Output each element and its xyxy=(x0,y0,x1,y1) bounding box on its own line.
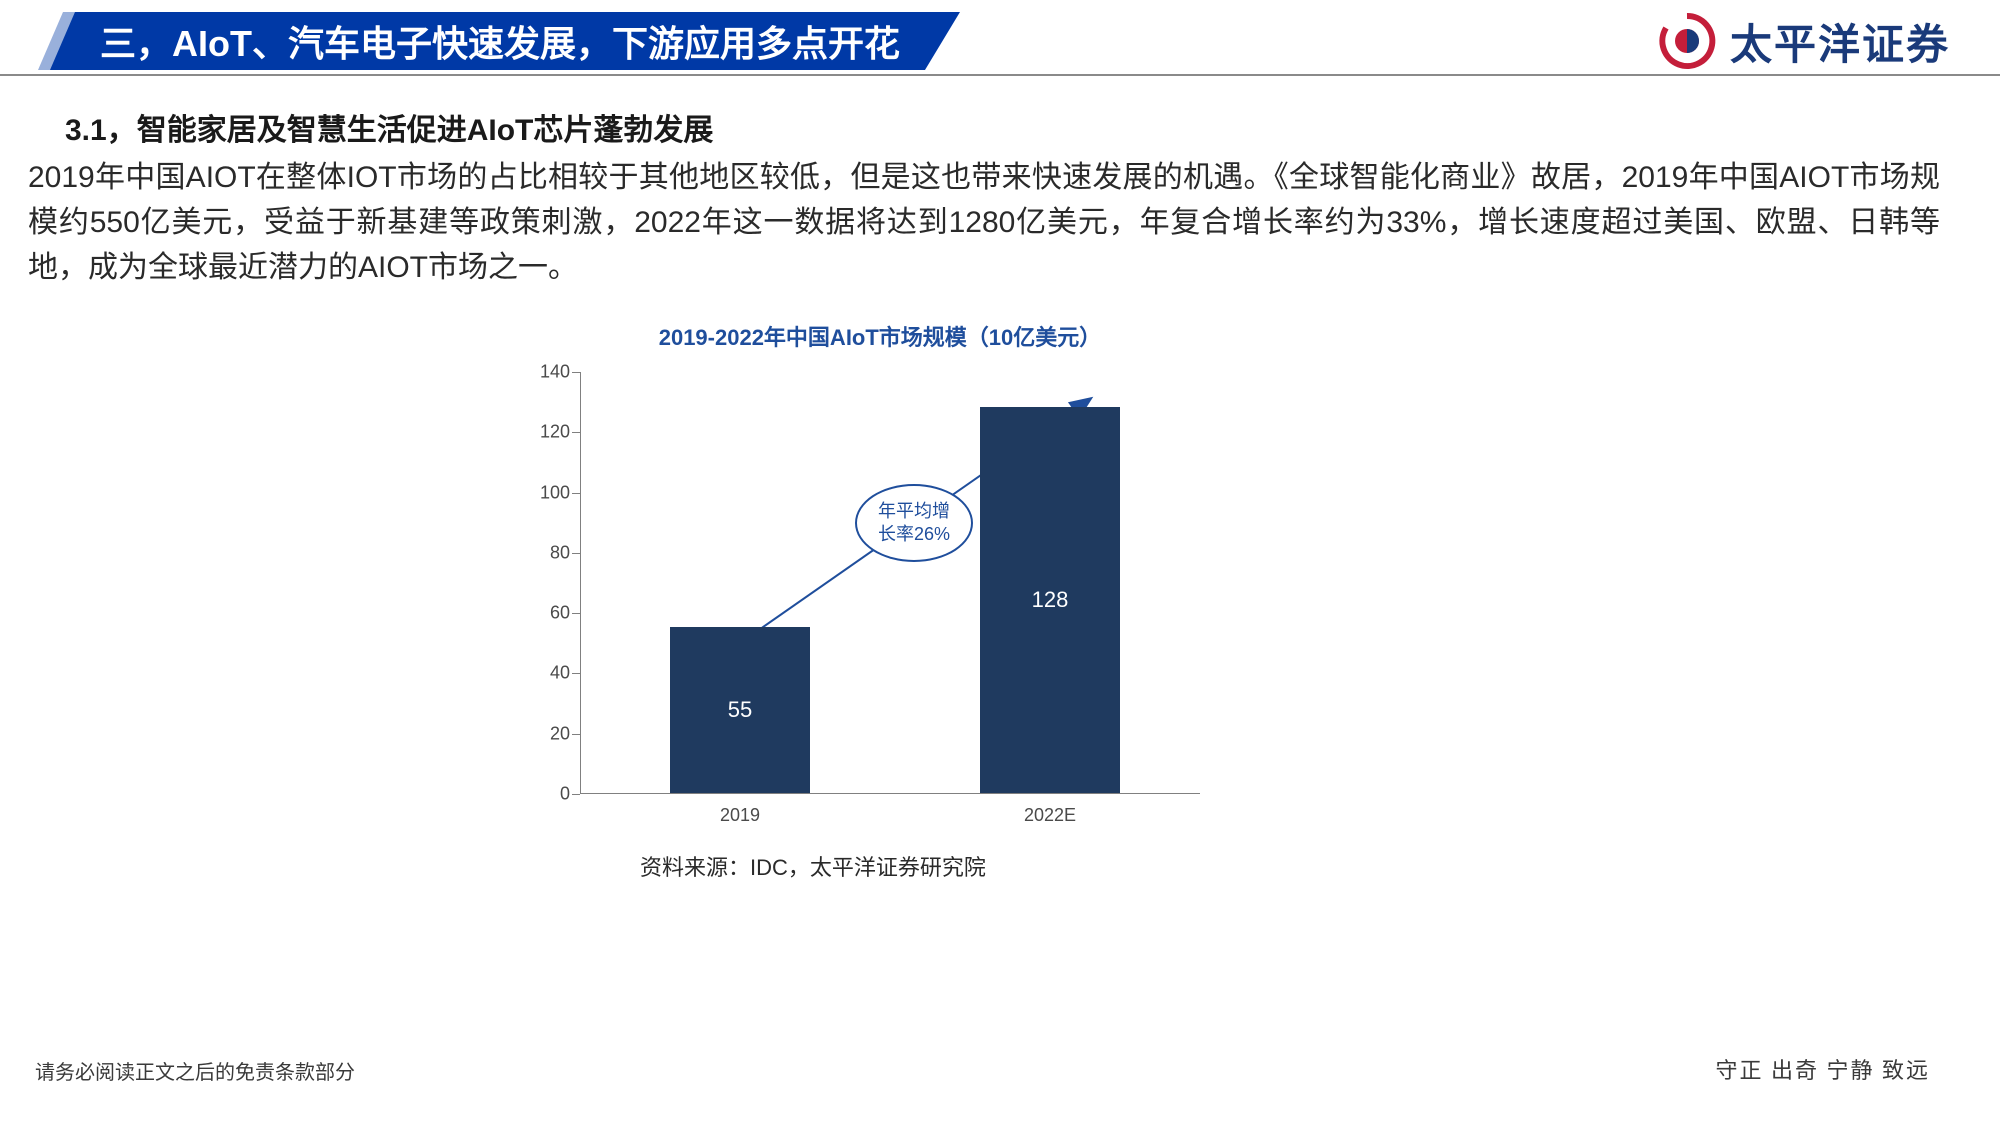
company-logo: 太平洋证券 xyxy=(1656,10,1950,72)
chart-source: 资料来源：IDC，太平洋证券研究院 xyxy=(640,850,986,882)
y-axis-label: 0 xyxy=(530,784,570,805)
y-axis-label: 100 xyxy=(530,482,570,503)
x-axis xyxy=(580,793,1200,794)
logo-text: 太平洋证券 xyxy=(1730,11,1950,72)
y-tick xyxy=(572,794,580,795)
logo-icon xyxy=(1656,10,1718,72)
y-tick xyxy=(572,734,580,735)
y-axis-label: 140 xyxy=(530,362,570,383)
y-tick xyxy=(572,432,580,433)
y-axis xyxy=(580,372,581,794)
y-axis-label: 60 xyxy=(530,603,570,624)
header-underline xyxy=(0,74,2000,76)
footer-motto: 守正 出奇 宁静 致远 xyxy=(1715,1053,1930,1085)
y-tick xyxy=(572,673,580,674)
body-paragraph: 2019年中国AIOT在整体IOT市场的占比相较于其他地区较低，但是这也带来快速… xyxy=(28,155,1940,290)
y-tick xyxy=(572,613,580,614)
x-axis-label: 2022E xyxy=(980,805,1120,826)
y-tick xyxy=(572,493,580,494)
header-banner: 三，AIoT、汽车电子快速发展，下游应用多点开花 xyxy=(50,12,1230,70)
chart-plot-area: 0 20 40 60 80 100 120 140 55 2019 128 2022E 年平均增长率26… xyxy=(530,364,1250,834)
chart-title: 2019-2022年中国AIoT市场规模（10亿美元） xyxy=(500,320,1260,352)
bar-value-label: 55 xyxy=(670,697,810,723)
chart-bar: 128 xyxy=(980,407,1120,793)
y-axis-label: 80 xyxy=(530,542,570,563)
y-axis-label: 40 xyxy=(530,663,570,684)
banner-title: 三，AIoT、汽车电子快速发展，下游应用多点开花 xyxy=(100,15,900,67)
y-tick xyxy=(572,553,580,554)
chart-container: 2019-2022年中国AIoT市场规模（10亿美元） 0 20 40 60 80 100… xyxy=(500,320,1260,834)
growth-callout: 年平均增长率26% xyxy=(855,484,973,562)
x-axis-label: 2019 xyxy=(670,805,810,826)
section-subtitle: 3.1，智能家居及智慧生活促进AIoT芯片蓬勃发展 xyxy=(65,105,713,149)
chart-arrow-svg xyxy=(530,364,1250,834)
y-axis-label: 20 xyxy=(530,723,570,744)
footer-disclaimer: 请务必阅读正文之后的免责条款部分 xyxy=(35,1056,355,1085)
y-tick xyxy=(572,372,580,373)
banner-shape: 三，AIoT、汽车电子快速发展，下游应用多点开花 xyxy=(50,12,960,70)
y-axis-label: 120 xyxy=(530,422,570,443)
chart-bar: 55 xyxy=(670,627,810,793)
bar-value-label: 128 xyxy=(980,587,1120,613)
